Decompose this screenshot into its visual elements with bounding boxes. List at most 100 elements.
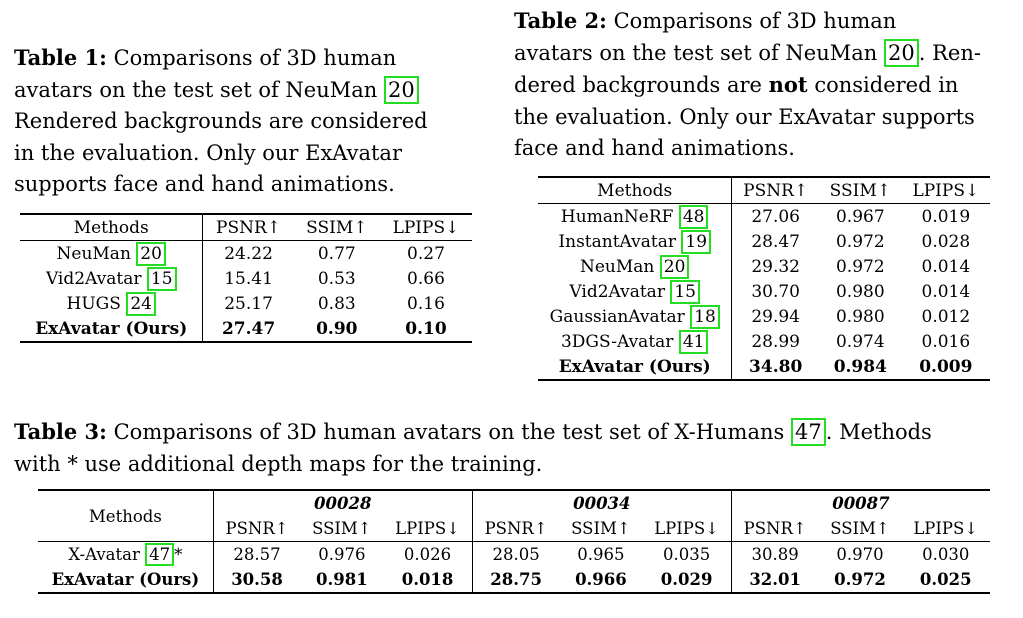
table3-caption-label: Table 3: <box>14 419 107 444</box>
citation-link[interactable]: 19 <box>681 229 712 254</box>
ssim-value: 0.970 <box>836 545 884 564</box>
citation-link[interactable]: 15 <box>670 279 700 304</box>
lpips-value: 0.012 <box>921 306 971 327</box>
table3: Methods 00028 00034 00087 PSNR↑ SSIM↑ LP… <box>38 489 990 594</box>
table2-header-psnr: PSNR↑ <box>743 180 809 201</box>
table2-header-ssim: SSIM↑ <box>829 180 891 201</box>
table2-caption-line: . Ren- <box>918 40 981 65</box>
citation-link[interactable]: 24 <box>126 291 156 316</box>
citation-link[interactable]: 20 <box>659 254 690 279</box>
lpips-value: 0.66 <box>407 268 445 289</box>
lpips-value: 0.10 <box>405 318 447 339</box>
ssim-value: 0.965 <box>577 545 625 564</box>
method-name: ExAvatar (Ours) <box>38 567 214 593</box>
table3-caption-line: . Methods <box>825 420 932 444</box>
table1-caption-line: Rendered backgrounds are considered <box>14 109 428 133</box>
lpips-value: 0.016 <box>921 331 971 352</box>
method-name: X-Avatar <box>68 545 140 564</box>
lpips-value: 0.16 <box>407 293 445 314</box>
lpips-value: 0.27 <box>407 243 445 264</box>
table-row: 3DGS-Avatar 41 28.99 0.974 0.016 <box>538 329 990 354</box>
psnr-value: 30.70 <box>751 281 800 302</box>
ssim-value: 0.981 <box>316 570 368 589</box>
table-row: Vid2Avatar 15 15.41 0.53 0.66 <box>20 266 472 291</box>
table1-caption-line: Comparisons of 3D human <box>113 46 397 70</box>
table1-header-psnr: PSNR↑ <box>216 217 282 238</box>
psnr-value: 32.01 <box>749 570 801 589</box>
method-cell: Vid2Avatar 15 <box>538 279 733 304</box>
psnr-value: 28.47 <box>751 231 800 252</box>
table2-caption-line: dered backgrounds are <box>514 73 762 97</box>
psnr-value: 34.80 <box>749 356 803 377</box>
ssim-value: 0.980 <box>835 306 885 327</box>
table2-caption-line: avatars on the test set of NeuMan <box>514 40 878 65</box>
psnr-value: 30.89 <box>751 545 799 564</box>
table1-header-ssim: SSIM↑ <box>306 217 368 238</box>
table1-header-methods: Methods <box>20 214 204 241</box>
psnr-value: 29.32 <box>751 256 800 277</box>
lpips-value: 0.009 <box>919 356 973 377</box>
table2-citation-link[interactable]: 20 <box>884 38 919 67</box>
table3-citation-link[interactable]: 47 <box>790 418 826 446</box>
method-name: NeuMan <box>56 243 131 264</box>
method-cell: NeuMan 20 <box>538 254 733 279</box>
method-name: HUGS <box>66 293 121 314</box>
method-cell: 3DGS-Avatar 41 <box>538 329 733 354</box>
psnr-value: 27.06 <box>751 206 800 227</box>
citation-link[interactable]: 48 <box>678 204 709 229</box>
lpips-value: 0.028 <box>921 231 971 252</box>
table2-caption-label: Table 2: <box>514 8 607 33</box>
table3-group-header: 00034 <box>472 490 732 516</box>
ssim-value: 0.972 <box>834 570 886 589</box>
lpips-value: 0.019 <box>921 206 971 227</box>
metric-header: SSIM↑ <box>312 519 372 538</box>
ssim-value: 0.974 <box>835 331 885 352</box>
ssim-value: 0.53 <box>317 268 356 289</box>
lpips-value: 0.030 <box>922 545 970 564</box>
psnr-value: 28.75 <box>490 570 542 589</box>
citation-link[interactable]: 18 <box>690 304 720 329</box>
method-cell: GaussianAvatar 18 <box>538 304 733 329</box>
ssim-value: 0.90 <box>316 318 358 339</box>
table1-citation-link[interactable]: 20 <box>384 75 419 104</box>
lpips-value: 0.018 <box>383 567 473 593</box>
method-cell: NeuMan 20 <box>20 240 204 266</box>
table1-caption-label: Table 1: <box>14 45 107 70</box>
table1-caption-line: supports face and hand animations. <box>14 172 395 196</box>
table2-caption-line: face and hand animations. <box>514 136 795 160</box>
ssim-value: 0.984 <box>833 356 887 377</box>
depth-marker: * <box>174 545 183 564</box>
table3-group-header: 00087 <box>832 494 890 513</box>
table-row: HUGS 24 25.17 0.83 0.16 <box>20 291 472 316</box>
citation-link[interactable]: 20 <box>136 241 166 266</box>
method-name: NeuMan <box>580 256 655 277</box>
table2-caption: Table 2: Comparisons of 3D human avatars… <box>514 5 1014 165</box>
method-cell: X-Avatar 47 * <box>38 541 214 567</box>
table-row: Vid2Avatar 15 30.70 0.980 0.014 <box>538 279 990 304</box>
method-name: 3DGS-Avatar <box>560 331 674 352</box>
citation-link[interactable]: 47 <box>145 543 175 566</box>
metric-header: LPIPS↓ <box>913 519 979 538</box>
psnr-value: 25.17 <box>224 293 273 314</box>
table3-caption-line: Comparisons of 3D human avatars on the t… <box>113 420 785 444</box>
method-name: Vid2Avatar <box>569 281 665 302</box>
citation-link[interactable]: 41 <box>678 329 709 354</box>
ssim-value: 0.980 <box>835 281 885 302</box>
ssim-value: 0.967 <box>835 206 885 227</box>
metric-header: PSNR↑ <box>743 519 807 538</box>
psnr-value: 27.47 <box>221 318 276 339</box>
table-row: NeuMan 20 29.32 0.972 0.014 <box>538 254 990 279</box>
table3-header-methods: Methods <box>38 490 214 542</box>
table3-caption-line: with * use additional depth maps for the… <box>14 451 543 476</box>
table-row: HumanNeRF 48 27.06 0.967 0.019 <box>538 203 990 229</box>
table-row: X-Avatar 47 * 28.57 0.976 0.026 28.05 0.9… <box>38 541 990 567</box>
table1-caption: Table 1: Comparisons of 3D human avatars… <box>14 42 464 201</box>
table1: Methods PSNR↑ SSIM↑ LPIPS↓ NeuMan 20 24.… <box>20 213 472 343</box>
table2: Methods PSNR↑ SSIM↑ LPIPS↓ HumanNeRF 48 … <box>538 176 990 381</box>
table-row: InstantAvatar 19 28.47 0.972 0.028 <box>538 229 990 254</box>
citation-link[interactable]: 15 <box>146 266 177 291</box>
metric-header: LPIPS↓ <box>383 516 473 542</box>
metric-header: LPIPS↓ <box>642 516 732 542</box>
table2-header-lpips: LPIPS↓ <box>912 180 980 201</box>
psnr-value: 30.58 <box>231 570 283 589</box>
